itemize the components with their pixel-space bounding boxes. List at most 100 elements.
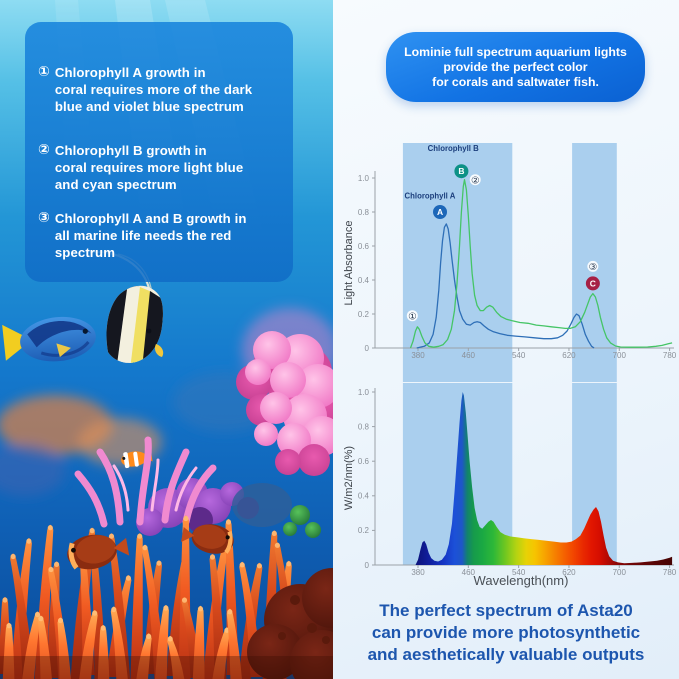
anemone-tentacle (226, 608, 242, 679)
anemone-tentacle (97, 625, 110, 679)
y-tick-label: 1.0 (358, 174, 370, 183)
y-tick-label: 0 (365, 561, 370, 570)
tentacle-tip (163, 605, 169, 611)
y-tick-label: 0.2 (358, 310, 370, 319)
output-spectrum-chart: 380 460 540 620 700 780 0 0.2 0.4 0.6 0.8 1.0 W/m2/n… (343, 383, 677, 588)
info-line: and cyan spectrum (54, 177, 177, 192)
x-tick-label: 780 (663, 351, 677, 360)
y-tick-label: 0.6 (358, 242, 370, 251)
tentacle-tip (256, 563, 262, 569)
anemone-tentacle (22, 611, 41, 679)
number-marker-label: ② (471, 176, 480, 187)
x-tick-label: 460 (462, 351, 476, 360)
light-absorbance-chart: 380 460 540 620 700 780 0 0.2 0.4 0.6 0.8 1.0 Chloro… (343, 143, 677, 382)
caption-line: can provide more photosynthetic (371, 623, 641, 642)
tentacle-tip (146, 633, 152, 640)
tentacle-tip (10, 553, 16, 560)
header-banner: Lominie full spectrum aquarium lights pr… (386, 32, 645, 102)
tentacle-tip (156, 560, 162, 566)
tentacle-tip (92, 610, 98, 616)
tentacle-tip (26, 538, 32, 544)
caption-line: and aesthetically valuable outputs (367, 645, 645, 664)
tentacle-tip (271, 530, 277, 537)
coral-branches (74, 436, 217, 528)
x-tick-label: 620 (562, 568, 576, 577)
tentacle-tip (89, 528, 95, 534)
anemone-tentacle (154, 605, 169, 679)
anemone-tentacle (130, 533, 143, 679)
series-annotation: Chlorophyll B (428, 144, 479, 153)
header-line: Lominie full spectrum aquarium lights (404, 44, 627, 59)
maroon-coral (247, 568, 333, 679)
y-axis-title: W/m2/nm(%) (343, 446, 355, 510)
tentacle-tip (108, 533, 115, 539)
tentacle-tip (48, 566, 54, 573)
circled-number-2: ② (38, 142, 50, 158)
tentacle-tip (47, 525, 53, 531)
tentacle-tip (209, 554, 216, 560)
reef-photo-panel: ① Chlorophyll A growth in coral requires… (0, 0, 333, 679)
marker-a (433, 205, 448, 219)
info-panel: ① Chlorophyll A growth in coral requires… (25, 22, 293, 282)
series-chlorophyll-a (416, 223, 595, 349)
info-line: Chlorophyll B growth in (54, 143, 207, 158)
info-item-1-text: Chlorophyll A growth in coral requires m… (55, 64, 252, 115)
tentacle-tip (38, 616, 44, 622)
x-tick-label: 780 (663, 568, 677, 577)
anemone-tentacle (167, 635, 185, 679)
info-item-2-text: Chlorophyll B growth in coral requires m… (55, 142, 243, 193)
info-line: coral requires more light blue (54, 160, 244, 175)
x-axis-title: Wavelength(nm) (474, 573, 569, 588)
tentacle-tip (239, 562, 245, 568)
tomato-clownfish-2 (181, 524, 234, 554)
marker-letter: B (458, 166, 464, 176)
pink-coral (236, 331, 333, 476)
marker-letter: A (437, 207, 443, 217)
tentacle-tip (137, 533, 143, 539)
number-marker-label: ① (408, 312, 417, 323)
highlight-band (402, 143, 513, 382)
anemone-tentacle (2, 622, 15, 679)
header-line: provide the perfect color (443, 59, 588, 74)
tentacle-tip (286, 561, 292, 567)
y-tick-label: 0.8 (358, 208, 370, 217)
tentacle-tip (183, 515, 189, 522)
series-chlorophyll-b (409, 179, 673, 349)
anemone-tentacle (108, 533, 131, 679)
header-line: for corals and saltwater fish. (432, 74, 599, 89)
anemone-tentacle (212, 627, 230, 679)
info-line: coral requires more of the dark (54, 82, 253, 97)
tentacle-tip (225, 519, 232, 525)
bottom-shadow (0, 656, 333, 679)
tentacle-tip (2, 597, 8, 603)
tentacle-tip (6, 623, 12, 629)
number-marker (587, 260, 599, 272)
y-tick-label: 1.0 (358, 388, 370, 397)
anemone-tentacle (192, 605, 205, 679)
tentacle-tip (34, 611, 41, 618)
circled-number-1: ① (38, 64, 50, 80)
y-tick-label: 0 (365, 344, 370, 353)
tentacle-tip (181, 597, 188, 603)
anemone-tentacle (110, 606, 128, 679)
caption-line: The perfect spectrum of Asta20 (379, 601, 633, 620)
number-marker (406, 310, 418, 322)
number-marker (469, 174, 481, 186)
spectrum-area (415, 392, 673, 565)
info-line: Chlorophyll A and B growth in (54, 211, 247, 226)
x-tick-label: 380 (411, 351, 425, 360)
y-tick-label: 0.6 (358, 457, 370, 466)
y-tick-label: 0.2 (358, 526, 370, 535)
info-item-1: ① Chlorophyll A growth in coral requires… (38, 64, 252, 115)
tentacle-tip (227, 609, 233, 615)
tentacle-tip (111, 606, 117, 613)
y-tick-label: 0.4 (358, 492, 370, 501)
anemone-tentacle (79, 610, 98, 679)
tentacle-tip (125, 575, 131, 581)
tomato-clownfish (67, 534, 130, 570)
marker-letter: C (590, 278, 596, 288)
caption: The perfect spectrum of Asta20 can provi… (333, 600, 679, 666)
tentacle-tip (100, 625, 106, 631)
x-tick-label: 540 (512, 568, 526, 577)
